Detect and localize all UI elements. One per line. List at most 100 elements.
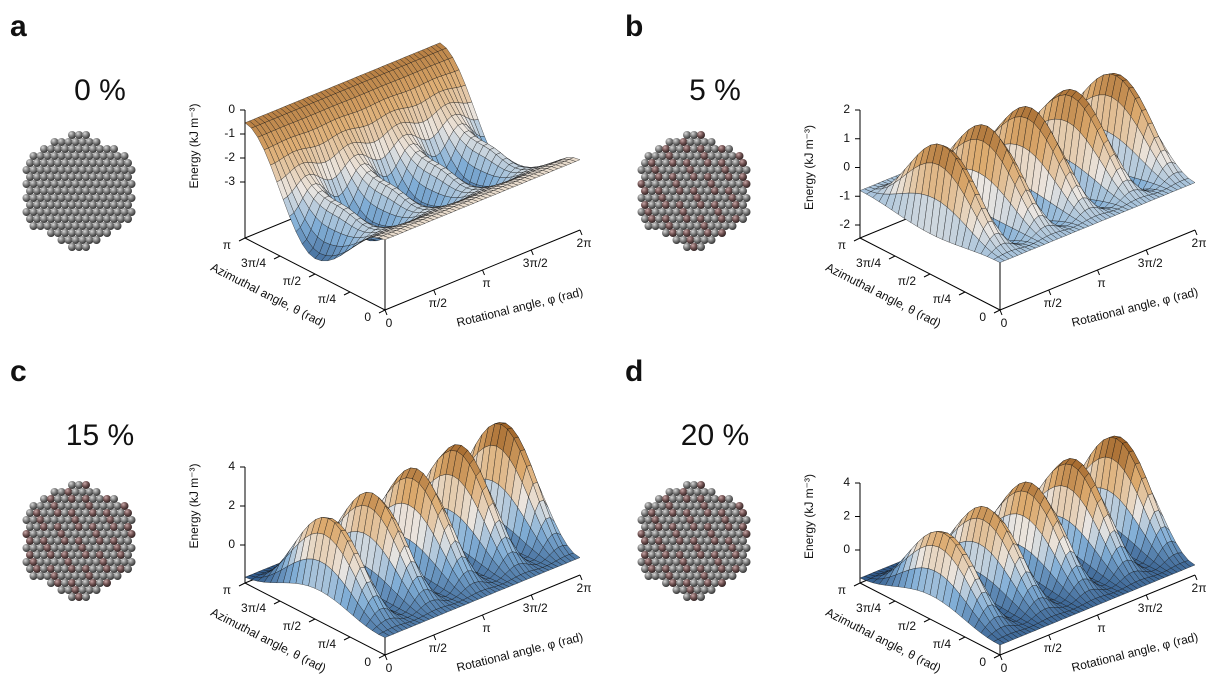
atom (120, 516, 129, 524)
z-tick-label: 2 (228, 498, 235, 512)
atom (68, 159, 76, 167)
phi-tick-label: 3π/2 (523, 256, 548, 270)
atom (728, 544, 737, 552)
atom (117, 565, 125, 573)
atom (718, 173, 726, 181)
atom (103, 565, 111, 573)
atom (47, 173, 55, 181)
atom (106, 558, 115, 566)
panel-label: b (625, 10, 643, 43)
atom (711, 509, 719, 517)
atom (29, 558, 38, 566)
z-axis-label: Energy (kJ m⁻³) (802, 125, 816, 210)
atom (637, 558, 646, 566)
atom (665, 138, 674, 146)
atom (106, 166, 115, 174)
atom (96, 565, 104, 573)
atom (124, 523, 132, 531)
atom (71, 222, 80, 230)
atom (71, 530, 80, 538)
atom (124, 173, 132, 181)
atom (683, 201, 691, 209)
theta-tick-mark (308, 273, 316, 278)
atom (683, 565, 691, 573)
atom (676, 145, 684, 153)
atom (85, 516, 94, 524)
atom (672, 236, 681, 244)
atom (683, 215, 691, 223)
atom (89, 173, 97, 181)
atom (82, 131, 90, 139)
atom (732, 509, 740, 517)
atom (637, 166, 646, 174)
surface (244, 42, 581, 311)
atom (693, 138, 702, 146)
atom (71, 572, 80, 580)
atom (26, 187, 34, 195)
atom (113, 152, 122, 160)
atom (704, 509, 712, 517)
theta-tick-label: 0 (364, 655, 371, 669)
atom (725, 565, 733, 573)
atom (676, 201, 684, 209)
atom (29, 544, 38, 552)
atom (644, 180, 653, 188)
atom (89, 565, 97, 573)
atom (655, 173, 663, 181)
atom (637, 530, 646, 538)
atom (690, 145, 698, 153)
atom (26, 523, 34, 531)
atom (672, 180, 681, 188)
atom (82, 537, 90, 545)
atom (54, 173, 62, 181)
atom (117, 537, 125, 545)
atom (47, 537, 55, 545)
atom (672, 572, 681, 580)
atom (728, 502, 737, 510)
atom (662, 173, 670, 181)
atom (707, 530, 716, 538)
atom (110, 173, 118, 181)
atom (704, 495, 712, 503)
atom (68, 243, 76, 251)
atom (725, 159, 733, 167)
atom (637, 180, 646, 188)
atom (735, 558, 744, 566)
atom (739, 565, 747, 573)
atom (718, 523, 726, 531)
atom (50, 572, 59, 580)
atom (64, 194, 73, 202)
theta-tick-mark (378, 654, 386, 659)
atom (700, 194, 709, 202)
atom (679, 138, 688, 146)
atom (96, 159, 104, 167)
phi-tick-label: π/2 (1044, 296, 1063, 310)
atom (728, 208, 737, 216)
atom (679, 586, 688, 594)
atom (707, 138, 716, 146)
atom (714, 180, 723, 188)
atom (679, 208, 688, 216)
atom (658, 572, 667, 580)
atom (693, 544, 702, 552)
atom (47, 215, 55, 223)
atom (78, 166, 87, 174)
atom (693, 530, 702, 538)
atom (669, 187, 677, 195)
surface-patch (378, 235, 390, 240)
phi-axis-label: Rotational angle, φ (rad) (455, 630, 584, 675)
atom (50, 516, 59, 524)
atom (110, 523, 118, 531)
atom (683, 131, 691, 139)
atom (68, 173, 76, 181)
atom (22, 166, 31, 174)
atom (690, 481, 698, 489)
atom (711, 579, 719, 587)
atom (711, 215, 719, 223)
atom (641, 537, 649, 545)
atom (75, 481, 83, 489)
atom (725, 537, 733, 545)
atom (71, 180, 80, 188)
atom (669, 537, 677, 545)
atom (700, 530, 709, 538)
